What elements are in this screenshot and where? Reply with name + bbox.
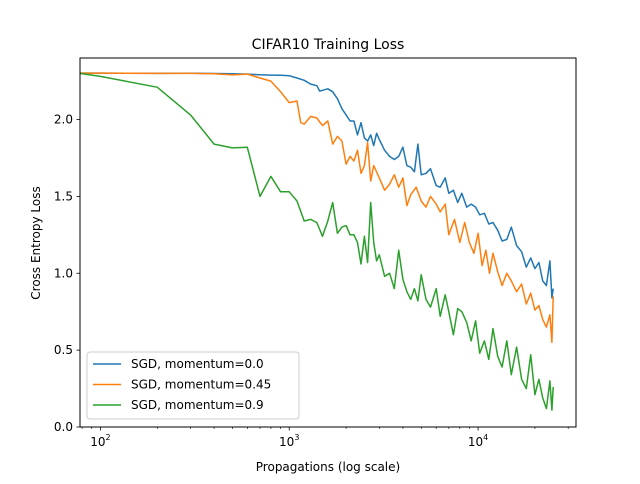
x-axis-label: Propagations (log scale) [256,460,400,474]
x-tick-label: 103 [279,433,299,449]
y-tick-label: 0.5 [54,343,73,357]
plot-area-frame [79,57,577,428]
legend: SGD, momentum=0.0 SGD, momentum=0.45 SGD, … [86,351,300,420]
legend-label-0: SGD, momentum=0.0 [131,357,264,371]
y-tick-label: 1.5 [54,189,73,203]
series-line-0 [80,72,554,299]
y-tick-label: 2.0 [54,113,73,127]
x-tick-label: 104 [468,433,488,449]
y-tick-label: 0.0 [54,420,73,434]
legend-label-2: SGD, momentum=0.9 [131,398,264,412]
x-tick-label: 102 [90,433,110,449]
series-line-1 [80,72,554,344]
y-axis-ticks: 0.0 0.5 1.0 1.5 2.0 [54,113,80,434]
x-axis-ticks: 102 103 104 [81,427,569,449]
chart-title: CIFAR10 Training Loss [252,37,405,53]
series-layer [79,72,554,411]
series-line-2 [79,72,554,411]
legend-label-1: SGD, momentum=0.45 [131,378,271,392]
y-axis-label: Cross Entropy Loss [29,186,43,299]
y-tick-label: 1.0 [54,266,73,280]
legend-box [86,351,300,420]
